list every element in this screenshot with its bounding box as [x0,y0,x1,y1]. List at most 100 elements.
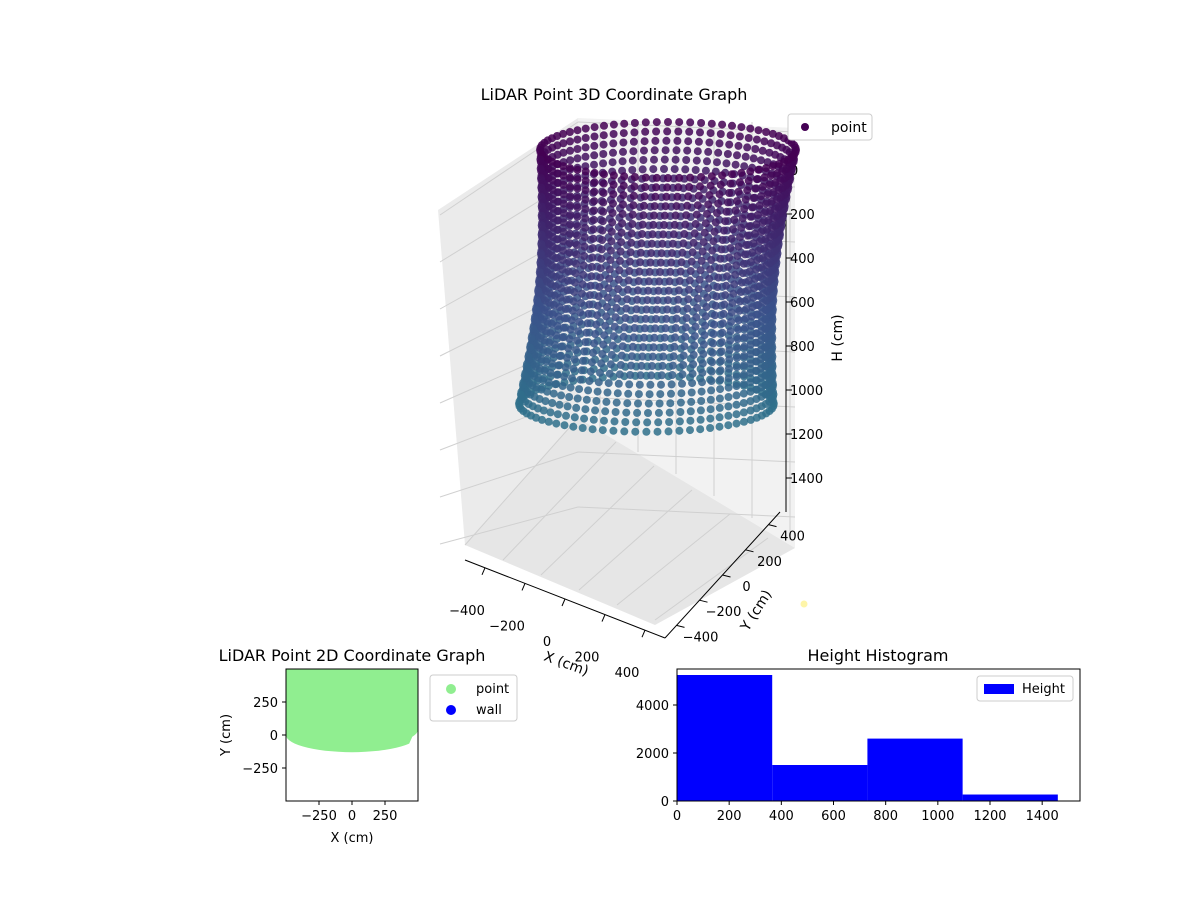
point-3d [723,272,731,281]
point-3d [679,361,688,369]
point-3d [536,258,545,267]
point-3d [585,377,594,385]
point-3d [685,127,694,136]
point-3d [662,192,671,201]
point-3d [741,195,750,204]
point-3d [758,146,767,155]
point-3d [625,257,634,266]
point-3d [524,352,533,361]
point-3d [615,370,624,379]
point-3d [530,315,539,324]
point-3d [663,296,672,305]
point-3d [735,178,744,187]
point-3d [681,220,690,229]
point-3d [598,236,607,244]
point-3d [734,187,743,196]
point-3d [734,316,743,325]
point-3d [758,218,767,227]
point-3d [616,247,625,256]
point-3d [573,231,582,240]
point-3d [762,164,771,172]
point-3d [682,314,691,322]
point-3d [696,425,705,434]
point-3d [573,135,582,144]
point-3d [577,299,586,307]
point-3d [612,303,621,312]
point-3d [655,399,664,408]
point-3d [697,387,706,396]
point-3d [709,330,718,338]
point-3d [714,273,723,282]
point-3d [604,379,613,388]
point-3d [689,238,698,247]
point-3d [581,143,590,152]
point-3d [640,146,648,155]
point-3d [601,321,610,330]
point-3d [625,380,634,389]
point-3d [624,276,633,285]
point-3d [635,267,644,276]
point-3d [581,176,590,185]
y-tick-label-hist: 0 [661,795,669,810]
point-3d [750,284,759,293]
point-3d [602,397,611,406]
point-3d [748,203,757,212]
point-3d [648,230,657,239]
point-3d [728,225,737,234]
point-3d [652,183,661,192]
x-tick-label-hist: 1200 [973,809,1006,824]
histogram-bar [962,794,1058,801]
point-3d [670,220,679,229]
point-3d [743,295,751,304]
chart-3d-title: LiDAR Point 3D Coordinate Graph [481,85,748,104]
plot-area-hist [676,668,1081,802]
point-3d [652,315,660,323]
point-3d [739,380,748,389]
point-3d [630,173,639,181]
y-tick-3d [722,574,731,578]
point-3d [566,211,575,219]
histogram-bar [867,738,963,801]
point-3d [696,415,705,424]
point-3d [671,211,680,220]
point-3d [592,320,601,329]
point-3d [715,139,724,148]
point-3d [558,333,567,342]
point-3d [740,205,749,213]
point-3d [640,333,649,342]
grid-line-left [439,506,579,545]
point-3d [603,303,611,311]
point-3d [740,162,749,171]
point-3d [709,339,718,348]
point-3d [614,285,623,294]
point-3d [697,173,706,181]
point-3d [688,248,697,257]
point-3d [762,199,770,208]
point-3d [751,184,760,193]
point-3d [590,168,599,177]
point-3d [743,143,752,152]
point-3d [733,151,741,160]
point-3d [590,141,599,150]
point-3d [647,249,656,258]
point-3d [735,306,744,315]
point-3d [672,146,681,155]
point-3d [668,249,676,258]
point-3d [753,211,762,219]
point-3d [617,351,626,360]
point-3d [722,281,731,290]
point-3d [536,146,544,154]
point-3d [660,211,669,220]
point-3d [610,417,619,426]
point-3d [703,293,712,302]
point-3d [564,267,573,276]
point-3d [600,331,609,340]
x-ticks-3d: −400 −200 0 200 400 [449,567,646,681]
point-3d [675,426,684,435]
x-tick-label-3d: −400 [449,604,485,619]
point-3d [627,229,636,238]
point-3d [567,316,576,325]
point-3d [630,119,639,127]
point-3d [535,268,544,277]
point-3d [655,277,664,286]
